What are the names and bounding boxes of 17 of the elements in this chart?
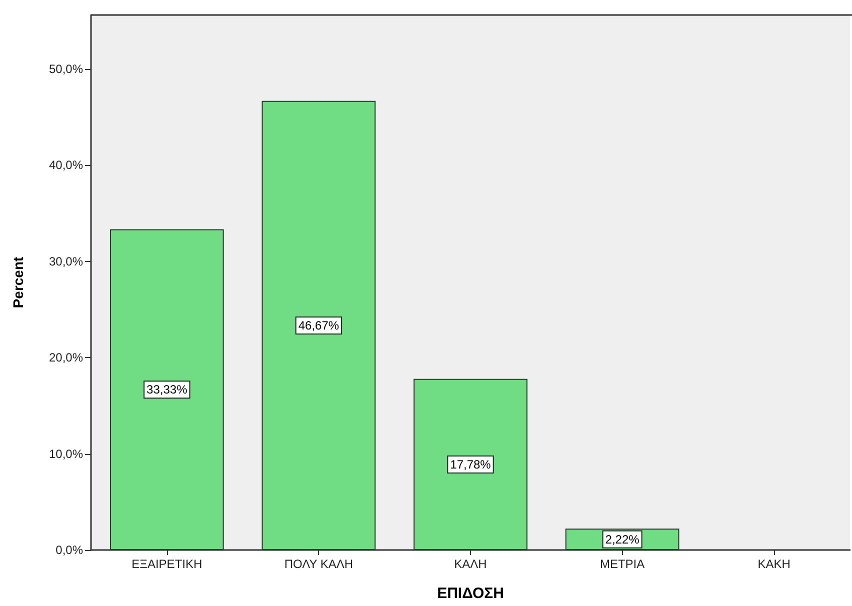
x-tick-label: ΚΑΚΗ	[758, 557, 790, 571]
x-tick-label: ΚΑΛΗ	[454, 557, 487, 571]
y-axis-title: Percent	[10, 256, 26, 308]
y-tick-label: 40,0%	[48, 158, 84, 172]
y-tick-label: 0,0%	[56, 543, 84, 557]
y-tick-label: 30,0%	[48, 254, 84, 268]
data-label: 33,33%	[146, 382, 188, 397]
data-label: 2,22%	[605, 532, 640, 546]
x-tick-label: ΠΟΛΥ ΚΑΛΗ	[284, 557, 354, 571]
x-tick-label: ΜΕΤΡΙΑ	[600, 557, 645, 571]
y-tick-label: 50,0%	[48, 62, 84, 76]
y-tick-label: 10,0%	[48, 446, 84, 461]
x-tick-label: ΕΞΑΙΡΕΤΙΚΗ	[132, 557, 202, 571]
y-tick-label: 20,0%	[48, 350, 84, 365]
data-label: 17,78%	[450, 457, 492, 472]
x-axis-title: ΕΠΙΔΟΣΗ	[437, 585, 504, 602]
data-label: 46,67%	[298, 318, 340, 332]
